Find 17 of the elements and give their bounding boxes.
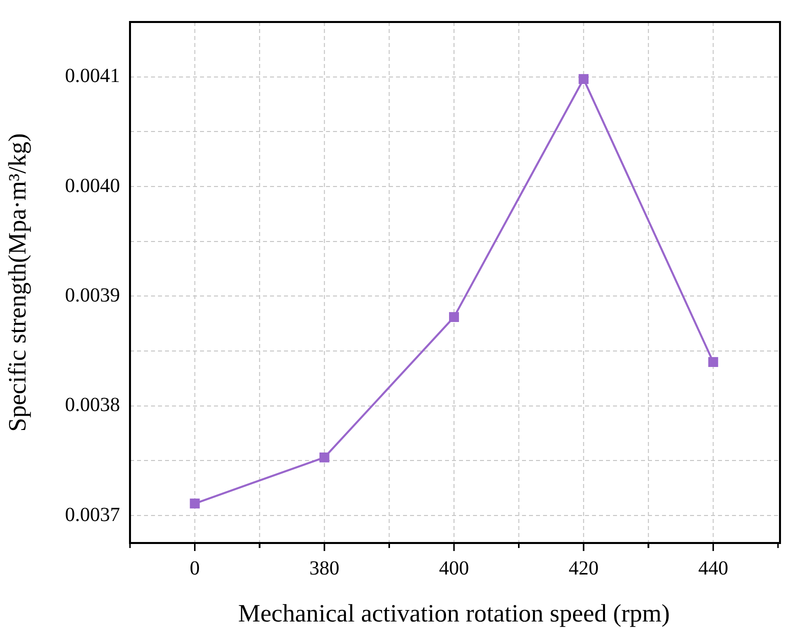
x-axis-title: Mechanical activation rotation speed (rpm) [238, 600, 670, 628]
y-tick-label: 0.0039 [65, 284, 120, 306]
y-tick-label: 0.0041 [65, 65, 120, 88]
point [708, 357, 718, 367]
point [449, 312, 459, 322]
y-tick-label: 0.0037 [65, 504, 120, 526]
y-axis-title: Specific strength(Mpa·m³/kg) [4, 133, 32, 432]
point [190, 498, 200, 508]
x-tick-label: 440 [698, 557, 728, 580]
x-tick-label: 380 [309, 557, 340, 580]
x-tick-label: 420 [568, 557, 599, 580]
point [578, 74, 589, 84]
x-tick-label: 0 [190, 557, 200, 580]
y-tick-label: 0.0038 [65, 394, 120, 416]
point [319, 452, 330, 462]
y-tick-label: 0.0040 [65, 174, 120, 197]
x-tick-label: 400 [439, 557, 469, 580]
